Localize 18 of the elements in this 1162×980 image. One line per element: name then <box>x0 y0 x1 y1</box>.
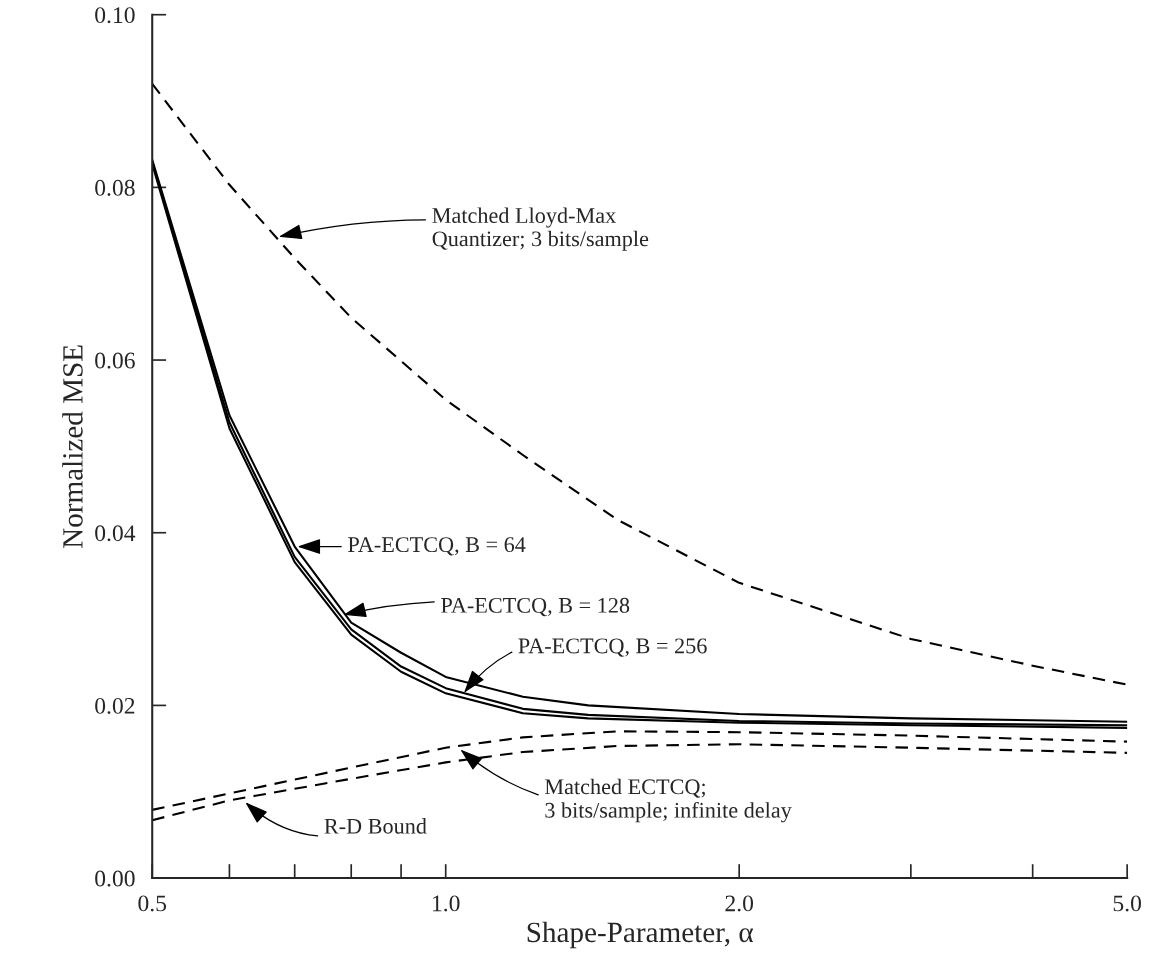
y-tick-label: 0.02 <box>95 697 135 714</box>
y-axis-title: Normalized MSE <box>62 345 83 549</box>
y-tick-label: 0.00 <box>95 870 135 887</box>
annotation: Matched Lloyd-Max Quantizer; 3 bits/sample <box>432 207 649 251</box>
y-tick-label: 0.06 <box>95 352 135 369</box>
x-tick-label: 2.0 <box>725 895 754 912</box>
x-tick-label: 5.0 <box>1113 895 1141 912</box>
annotation: PA-ECTCQ, B = 128 <box>441 597 630 617</box>
annotation: PA-ECTCQ, B = 64 <box>348 537 526 556</box>
annotation: Matched ECTCQ; 3 bits/sample; infinite delay <box>544 778 792 823</box>
annotation: PA-ECTCQ, B = 256 <box>518 638 707 657</box>
x-axis-title: Shape-Parameter, α <box>527 921 753 949</box>
y-tick-label: 0.10 <box>95 7 135 24</box>
y-tick-label: 0.08 <box>95 179 135 196</box>
x-tick-label: 1.0 <box>433 895 460 912</box>
annotation: R-D Bound <box>324 818 427 834</box>
x-tick-label: 0.5 <box>138 895 167 912</box>
y-tick-label: 0.04 <box>95 525 136 542</box>
